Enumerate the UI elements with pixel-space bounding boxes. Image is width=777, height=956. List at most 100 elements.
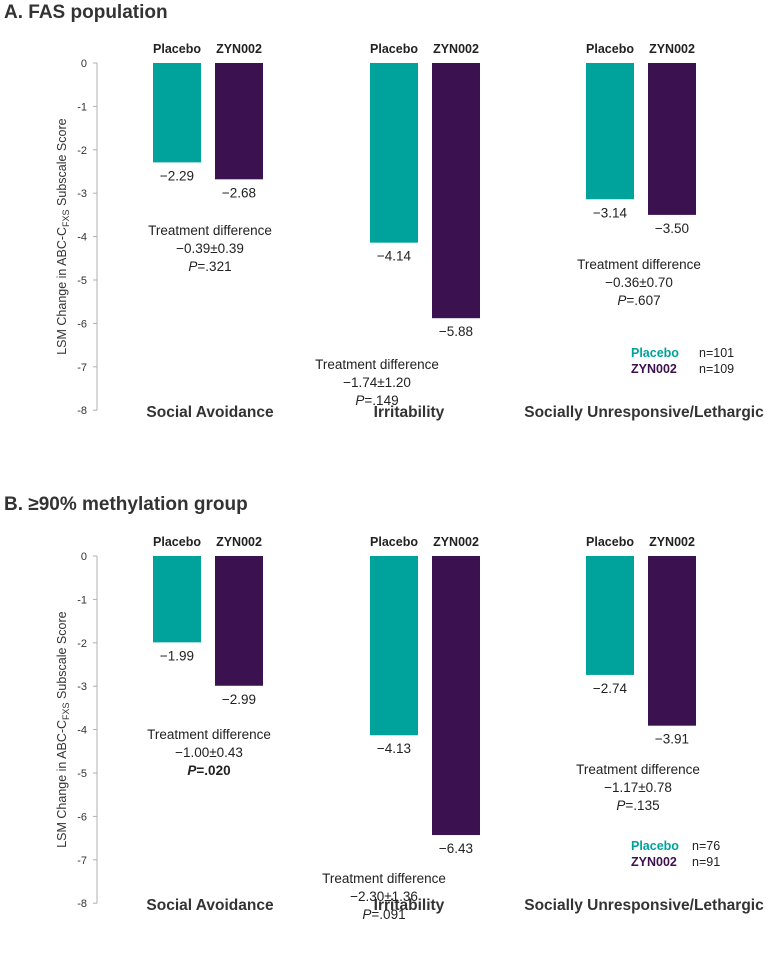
- bar-series-label: ZYN002: [433, 535, 479, 549]
- y-tick-label: -2: [77, 638, 87, 650]
- bar-series-label: Placebo: [153, 535, 201, 549]
- bar-zyn002-2: [432, 63, 480, 319]
- data-label: −4.13: [377, 741, 411, 756]
- category-label: Irritability: [374, 404, 445, 421]
- category-label: Social Avoidance: [146, 897, 274, 914]
- y-axis-label: LSM Change in ABC-CFXS Subscale Score: [55, 118, 71, 354]
- bar-zyn002-3: [648, 63, 696, 215]
- y-axis-label: LSM Change in ABC-CFXS Subscale Score: [55, 611, 71, 847]
- treatment-difference-title: Treatment difference: [315, 357, 439, 372]
- bar-placebo-2: [370, 63, 418, 243]
- p-value: P=.149: [355, 393, 398, 408]
- treatment-difference-note: Treatment difference −0.36±0.70 P=.607: [577, 257, 701, 308]
- legend-sample-size: n=76: [692, 839, 720, 853]
- category-label: Socially Unresponsive/Lethargic: [524, 897, 764, 914]
- bar-series-label: ZYN002: [649, 42, 695, 56]
- bar-series-label: Placebo: [370, 535, 418, 549]
- y-tick-label: -6: [77, 318, 87, 330]
- treatment-difference-value: −1.74±1.20: [343, 375, 411, 390]
- y-tick-label: -1: [77, 101, 87, 113]
- bar-series-label: Placebo: [586, 535, 634, 549]
- treatment-difference-note: Treatment difference −0.39±0.39 P=.321: [148, 223, 272, 274]
- y-tick-label: -2: [77, 145, 87, 157]
- bar-zyn002-1: [215, 556, 263, 686]
- p-value: P=.091: [362, 907, 405, 922]
- bar-placebo-3: [586, 63, 634, 200]
- legend: Placebo n=76 ZYN002 n=91: [631, 839, 720, 869]
- y-tick-label: -7: [77, 362, 87, 374]
- y-tick-label: -3: [77, 188, 87, 200]
- treatment-difference-value: −1.00±0.43: [175, 745, 243, 760]
- bar-series-label: Placebo: [586, 42, 634, 56]
- legend-series-name: ZYN002: [631, 855, 677, 869]
- data-label: −3.14: [593, 205, 628, 220]
- bar-series-label: Placebo: [153, 42, 201, 56]
- legend-sample-size: n=109: [699, 362, 734, 376]
- treatment-difference-title: Treatment difference: [576, 762, 700, 777]
- legend: Placebo n=101 ZYN002 n=109: [631, 346, 734, 376]
- treatment-difference-note: Treatment difference −2.30±1.36 P=.091: [322, 871, 446, 922]
- bar-zyn002-3: [648, 556, 696, 726]
- treatment-difference-value: −0.36±0.70: [605, 275, 673, 290]
- bar-series-label: ZYN002: [216, 42, 262, 56]
- y-tick-label: -8: [77, 405, 87, 417]
- data-label: −4.14: [377, 249, 412, 264]
- panel-b: B. ≥90% methylation group 0 -1 -2 -3 -4 -5 -6 -7…: [4, 494, 764, 922]
- legend-series-name: Placebo: [631, 346, 679, 360]
- treatment-difference-note: Treatment difference −1.17±0.78 P=.135: [576, 762, 700, 813]
- y-tick-label: -7: [77, 855, 87, 867]
- treatment-difference-title: Treatment difference: [322, 871, 446, 886]
- y-tick-label: 0: [81, 58, 87, 70]
- data-label: −2.99: [222, 692, 256, 707]
- legend-sample-size: n=101: [699, 346, 734, 360]
- treatment-difference-title: Treatment difference: [577, 257, 701, 272]
- legend-sample-size: n=91: [692, 855, 720, 869]
- data-label: −6.43: [439, 841, 473, 856]
- bar-placebo-1: [153, 63, 201, 163]
- bar-series-label: ZYN002: [649, 535, 695, 549]
- y-tick-label: -1: [77, 594, 87, 606]
- panel-a: A. FAS population 0 -1 -2 -3 -4 -5 -6 -7 -8 LSM Ch…: [4, 2, 764, 421]
- y-tick-label: -3: [77, 681, 87, 693]
- data-label: −2.68: [222, 185, 256, 200]
- treatment-difference-value: −1.17±0.78: [604, 780, 672, 795]
- legend-series-name: Placebo: [631, 839, 679, 853]
- data-label: −2.74: [593, 681, 628, 696]
- category-label: Social Avoidance: [146, 404, 274, 421]
- data-label: −1.99: [160, 648, 194, 663]
- panel-title: B. ≥90% methylation group: [4, 494, 248, 515]
- bar-zyn002-1: [215, 63, 263, 180]
- data-label: −5.88: [439, 324, 473, 339]
- bar-placebo-3: [586, 556, 634, 675]
- panel-title: A. FAS population: [4, 2, 168, 23]
- y-tick-label: -6: [77, 811, 87, 823]
- data-label: −3.91: [655, 732, 689, 747]
- treatment-difference-value: −0.39±0.39: [176, 241, 244, 256]
- y-tick-label: -4: [77, 232, 87, 244]
- data-label: −2.29: [160, 168, 194, 183]
- bar-zyn002-2: [432, 556, 480, 836]
- y-tick-label: 0: [81, 551, 87, 563]
- y-tick-label: -8: [77, 898, 87, 910]
- category-label: Irritability: [374, 897, 445, 914]
- treatment-difference-note: Treatment difference −1.00±0.43 P=.020: [147, 727, 271, 778]
- legend-series-name: ZYN002: [631, 362, 677, 376]
- treatment-difference-title: Treatment difference: [147, 727, 271, 742]
- y-tick-label: -4: [77, 725, 87, 737]
- treatment-difference-value: −2.30±1.36: [350, 889, 418, 904]
- p-value: P=.321: [188, 259, 231, 274]
- bar-placebo-2: [370, 556, 418, 736]
- data-label: −3.50: [655, 221, 689, 236]
- p-value: P=.135: [616, 798, 659, 813]
- p-value: P=.020: [187, 763, 230, 778]
- p-value: P=.607: [617, 293, 660, 308]
- y-tick-label: -5: [77, 768, 87, 780]
- bar-placebo-1: [153, 556, 201, 643]
- y-tick-label: -5: [77, 275, 87, 287]
- bar-series-label: ZYN002: [433, 42, 479, 56]
- bar-series-label: ZYN002: [216, 535, 262, 549]
- category-label: Socially Unresponsive/Lethargic: [524, 404, 764, 421]
- treatment-difference-note: Treatment difference −1.74±1.20 P=.149: [315, 357, 439, 408]
- treatment-difference-title: Treatment difference: [148, 223, 272, 238]
